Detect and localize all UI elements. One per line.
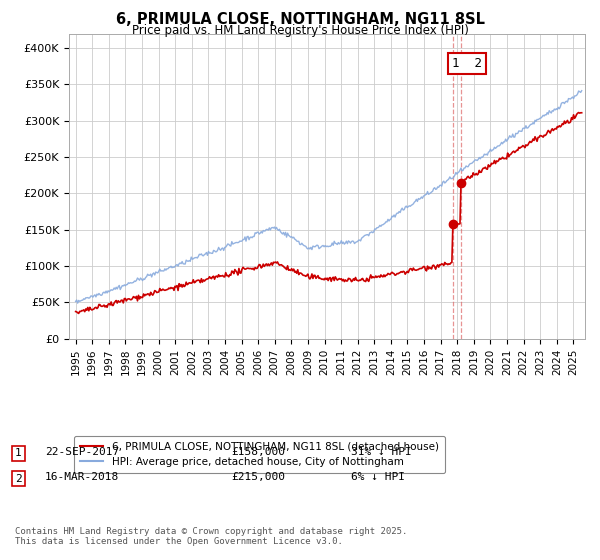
Text: £158,000: £158,000 [231,447,285,457]
Text: Contains HM Land Registry data © Crown copyright and database right 2025.
This d: Contains HM Land Registry data © Crown c… [15,526,407,546]
Text: 6, PRIMULA CLOSE, NOTTINGHAM, NG11 8SL: 6, PRIMULA CLOSE, NOTTINGHAM, NG11 8SL [115,12,485,27]
Text: £215,000: £215,000 [231,472,285,482]
Text: 2: 2 [15,474,22,484]
Text: 1: 1 [15,449,22,459]
Text: Price paid vs. HM Land Registry's House Price Index (HPI): Price paid vs. HM Land Registry's House … [131,24,469,37]
Text: 1  2: 1 2 [452,57,482,70]
Text: 6% ↓ HPI: 6% ↓ HPI [351,472,405,482]
Text: 31% ↓ HPI: 31% ↓ HPI [351,447,412,457]
Text: 22-SEP-2017: 22-SEP-2017 [45,447,119,457]
Text: 16-MAR-2018: 16-MAR-2018 [45,472,119,482]
Legend: 6, PRIMULA CLOSE, NOTTINGHAM, NG11 8SL (detached house), HPI: Average price, det: 6, PRIMULA CLOSE, NOTTINGHAM, NG11 8SL (… [74,436,445,473]
